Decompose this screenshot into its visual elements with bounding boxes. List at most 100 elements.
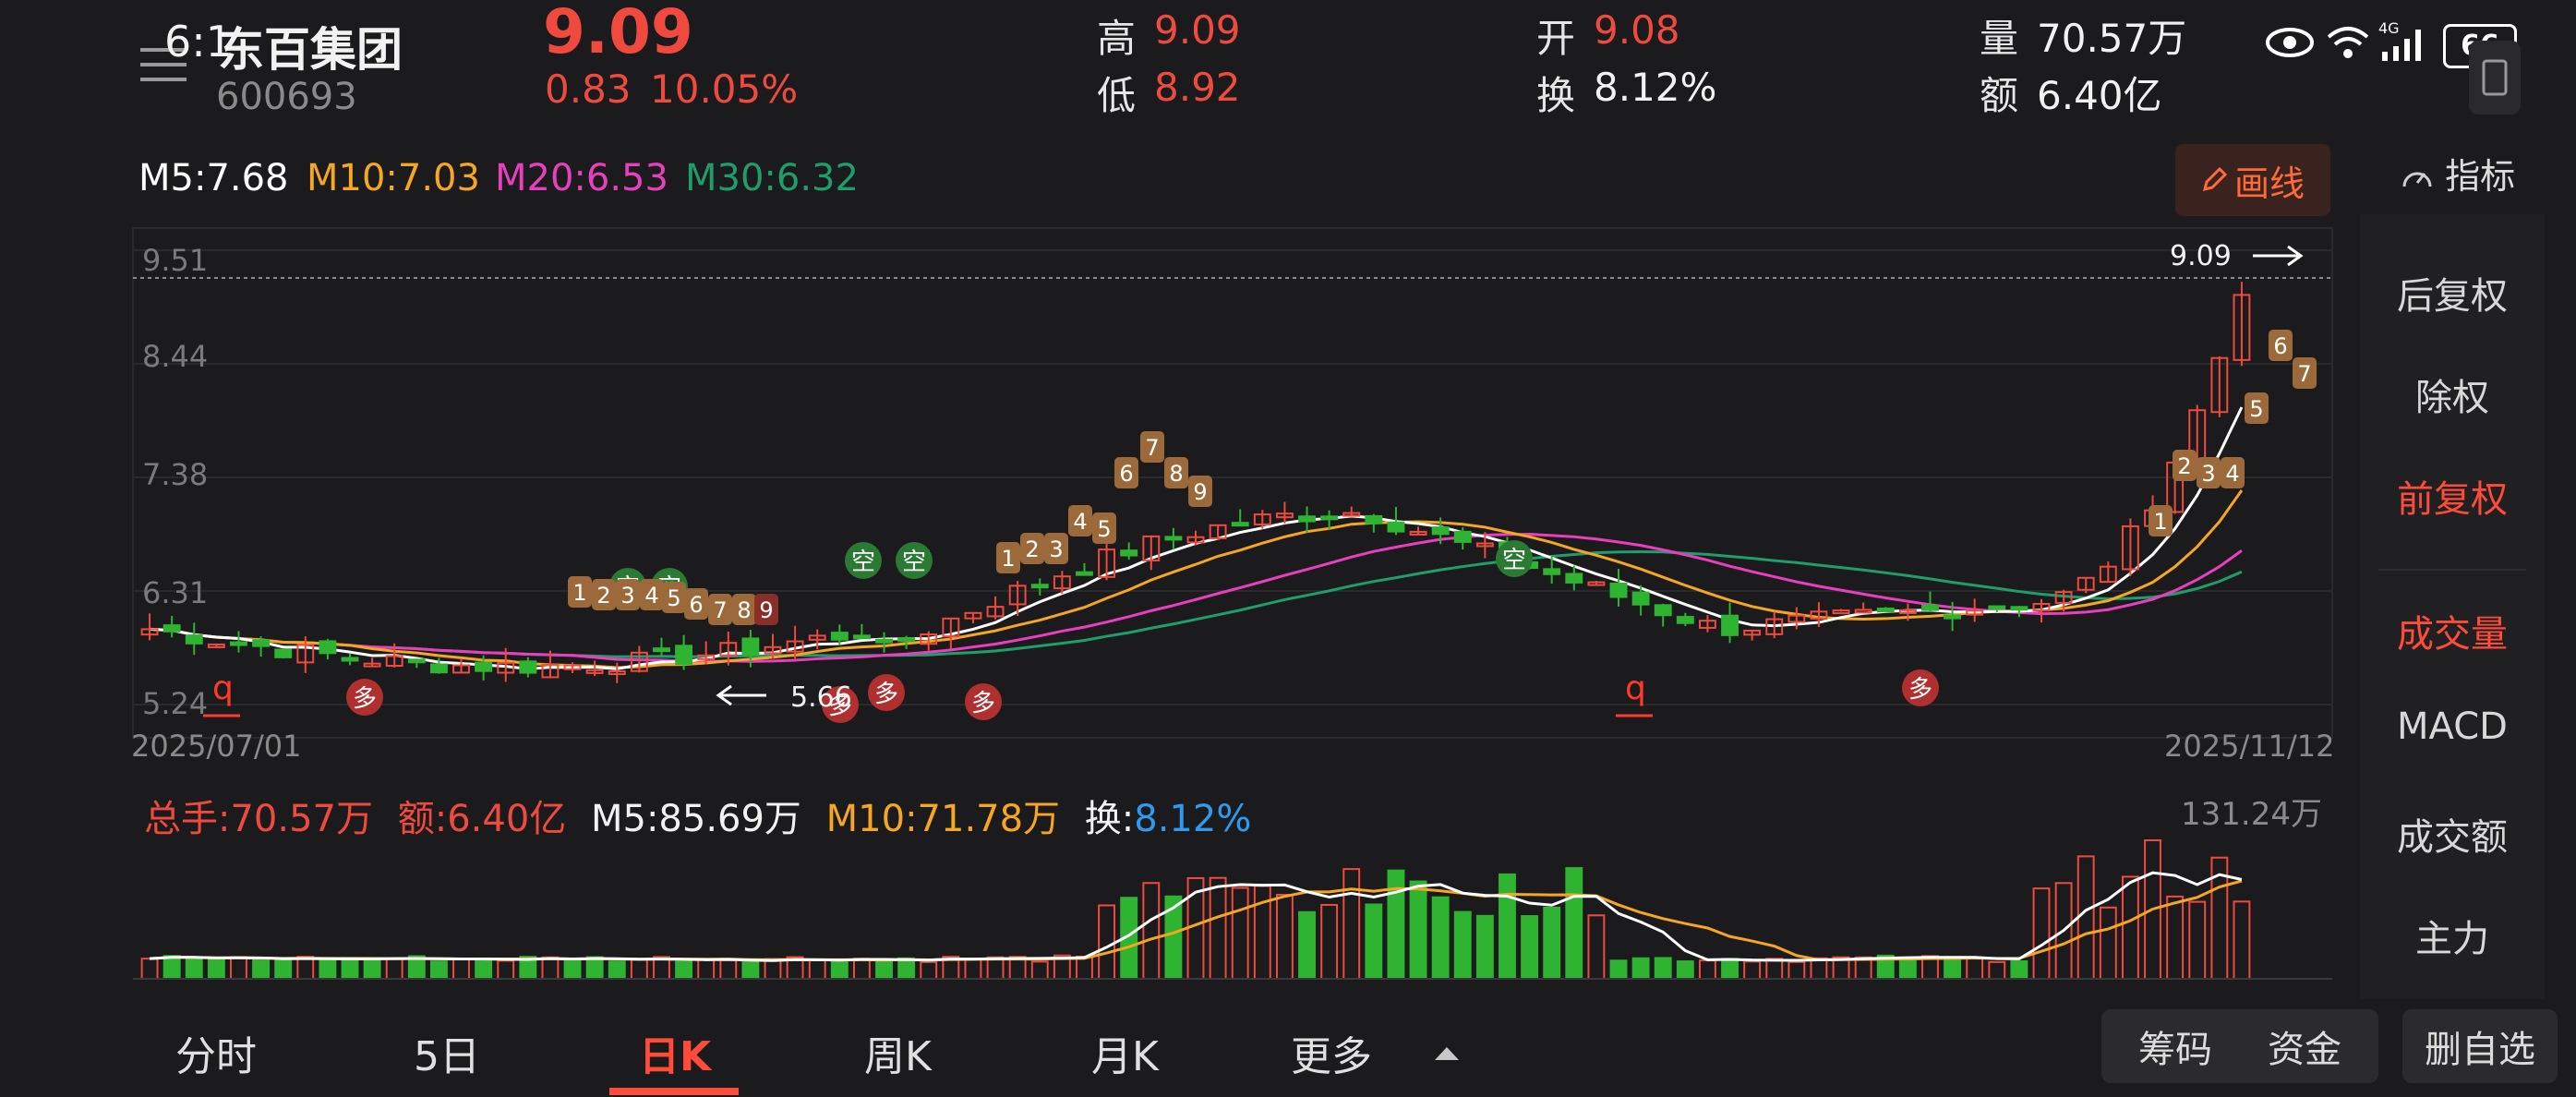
candle-body bbox=[497, 661, 515, 674]
volume-bar bbox=[163, 955, 181, 980]
candle-body bbox=[2233, 294, 2251, 361]
kline-chart[interactable]: 多多多多多空空空空空1234567891234567891234567qq 9.… bbox=[129, 226, 2336, 771]
candle-body bbox=[1475, 542, 1494, 548]
remove-watchlist-button[interactable]: 删自选 bbox=[2402, 1009, 2558, 1083]
vol-m5: M5:85.69万 bbox=[590, 798, 801, 840]
volume-bar bbox=[964, 958, 982, 981]
volume-bar bbox=[1365, 903, 1383, 980]
candle-body bbox=[1209, 524, 1227, 539]
side-item-amount[interactable]: 成交额 bbox=[2397, 816, 2508, 859]
menu-icon[interactable] bbox=[138, 44, 190, 87]
sequence-count-text: 9 bbox=[1193, 479, 1207, 505]
short-signal-badge-text: 空 bbox=[851, 548, 875, 576]
volume-bar bbox=[1788, 960, 1806, 980]
volume-chart[interactable] bbox=[129, 826, 2336, 982]
volume-bar bbox=[920, 960, 938, 980]
candle-body bbox=[563, 664, 582, 670]
candle-body bbox=[1854, 609, 1872, 614]
volume-bar bbox=[2032, 887, 2051, 980]
volume-bar bbox=[252, 958, 271, 980]
indicator-label: 指标 bbox=[2445, 156, 2516, 197]
volume-ma-line bbox=[149, 871, 2243, 962]
side-item-macd[interactable]: MACD bbox=[2397, 705, 2508, 748]
candle-body bbox=[2032, 602, 2051, 612]
candle-body bbox=[1453, 530, 1472, 543]
sequence-count-text: 1 bbox=[2153, 509, 2167, 535]
side-item-backward-adjust[interactable]: 后复权 bbox=[2397, 275, 2508, 318]
candle-body bbox=[1765, 618, 1784, 635]
long-signal-badge-text: 多 bbox=[1908, 676, 1932, 704]
volume-bar bbox=[341, 957, 359, 980]
wifi-icon bbox=[2325, 22, 2371, 66]
y-tick-1: 9.51 bbox=[142, 243, 208, 278]
volume-bar bbox=[1944, 957, 1962, 981]
candle-body bbox=[1609, 582, 1628, 598]
candle-body bbox=[1676, 616, 1694, 624]
y-tick-3: 7.38 bbox=[142, 457, 208, 492]
sequence-count-badge bbox=[1020, 533, 1044, 564]
y-tick-5: 5.24 bbox=[142, 686, 208, 721]
candle-body bbox=[2210, 356, 2229, 414]
sequence-count-text: 5 bbox=[667, 585, 680, 611]
volume-bar bbox=[1543, 906, 1561, 980]
candle-body bbox=[252, 639, 271, 647]
x-start-label: 2025/07/01 bbox=[131, 729, 301, 764]
volume-bar bbox=[140, 958, 159, 980]
candle-body bbox=[1186, 536, 1205, 544]
side-item-forward-adjust[interactable]: 前复权 bbox=[2397, 478, 2508, 521]
candle-body bbox=[163, 624, 181, 633]
min-price-label: 5.66 bbox=[790, 681, 852, 714]
sequence-count-badge bbox=[616, 579, 640, 610]
tab-monthly-k[interactable]: 月K bbox=[1091, 1033, 1159, 1080]
candle-body bbox=[207, 643, 225, 648]
candle-body bbox=[2099, 565, 2117, 584]
q-signal-text: q bbox=[212, 669, 234, 707]
volume-bar bbox=[808, 958, 826, 980]
high-label: 高 bbox=[1097, 16, 1137, 61]
draw-line-button[interactable]: 画线 bbox=[2175, 144, 2330, 216]
tab-intraday[interactable]: 分时 bbox=[175, 1033, 257, 1080]
sequence-count-text: 3 bbox=[1049, 536, 1063, 562]
x-end-label: 2025/11/12 bbox=[2164, 729, 2334, 764]
indicator-button[interactable]: 指标 bbox=[2401, 148, 2515, 199]
short-signal-badge bbox=[1496, 540, 1533, 577]
vol-m10: M10:71.78万 bbox=[825, 798, 1061, 840]
chips-button[interactable]: 筹码 资金 bbox=[2101, 1009, 2378, 1083]
volume-bar bbox=[1587, 914, 1606, 980]
candle-body bbox=[852, 634, 871, 640]
volume-bar bbox=[1765, 958, 1784, 981]
tab-5day[interactable]: 5日 bbox=[414, 1033, 480, 1080]
tab-more[interactable]: 更多 bbox=[1291, 1033, 1372, 1080]
sequence-count-badge bbox=[1140, 431, 1164, 463]
sequence-count-badge bbox=[662, 582, 686, 613]
sequence-count-badge bbox=[1114, 457, 1138, 488]
volume-bar bbox=[207, 958, 225, 980]
volume-bar bbox=[1988, 960, 2006, 980]
landscape-toggle-icon[interactable] bbox=[2469, 41, 2521, 115]
candle-body bbox=[1876, 608, 1895, 613]
caret-up-icon[interactable] bbox=[1433, 1043, 1461, 1066]
funds-label[interactable]: 资金 bbox=[2268, 1029, 2341, 1071]
side-item-ex-rights[interactable]: 除权 bbox=[2415, 377, 2489, 419]
volume-bar bbox=[697, 958, 716, 981]
candle-body bbox=[1076, 571, 1093, 576]
candle-body bbox=[475, 661, 493, 672]
sequence-count-badge bbox=[1092, 512, 1116, 544]
candle-body bbox=[830, 632, 849, 641]
tab-weekly-k[interactable]: 周K bbox=[864, 1033, 932, 1080]
sequence-count-text: 7 bbox=[2297, 361, 2311, 387]
sequence-count-badge bbox=[754, 594, 778, 625]
volume-value: 70.57万 bbox=[2037, 16, 2187, 61]
tab-daily-k[interactable]: 日K bbox=[639, 1033, 712, 1080]
volume-bar bbox=[675, 960, 693, 981]
max-arrow-icon bbox=[2253, 245, 2304, 267]
volume-bar bbox=[185, 956, 203, 980]
candle-body bbox=[1231, 522, 1249, 527]
side-item-volume[interactable]: 成交量 bbox=[2397, 613, 2508, 656]
candle-body bbox=[875, 638, 893, 644]
candle-body bbox=[1543, 568, 1561, 575]
side-item-main-force[interactable]: 主力 bbox=[2415, 918, 2489, 960]
sequence-count-badge bbox=[2245, 392, 2269, 424]
candle-body bbox=[1832, 609, 1850, 615]
candle-body bbox=[452, 664, 470, 674]
